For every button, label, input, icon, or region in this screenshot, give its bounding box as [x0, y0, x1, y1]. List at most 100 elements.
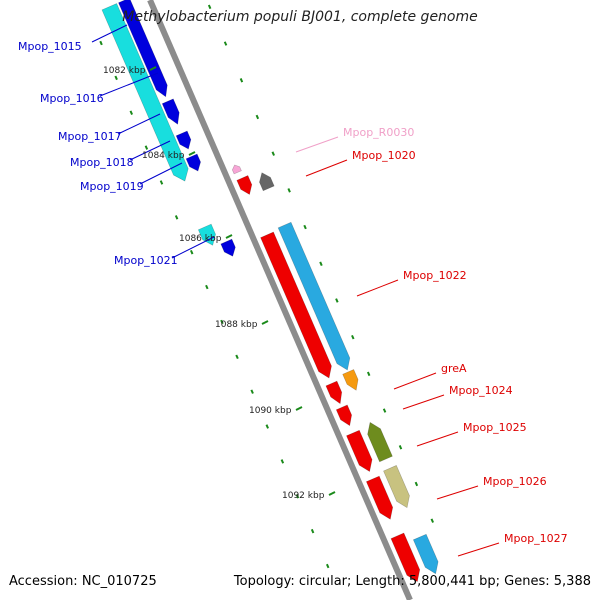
- gene-mpop-1016: [161, 98, 180, 125]
- gene-mpop-1018: [185, 153, 201, 172]
- accession-text: Accession: NC_010725: [9, 574, 157, 589]
- outer-tick-dot: [287, 188, 291, 193]
- scale-label: 1086 kbp: [179, 234, 222, 244]
- gene-label-mpop-1020: Mpop_1020: [352, 149, 416, 162]
- inner-tick-dot: [190, 249, 194, 255]
- leader-line: [416, 431, 459, 447]
- leader-line: [129, 140, 171, 161]
- leader-line: [295, 136, 339, 153]
- leader-line: [171, 236, 215, 259]
- scale-label: 1084 kbp: [142, 151, 185, 161]
- gene-mpop-1024-b: [335, 404, 352, 427]
- inner-tick-dot: [129, 110, 133, 115]
- scale-tick: [188, 151, 196, 156]
- scale-label: 1088 kbp: [215, 320, 258, 330]
- gene-labels: Mpop_1015 Mpop_1016 Mpop_1017 Mpop_1018 Mpop…: [18, 40, 568, 545]
- map-title: Methylobacterium populi BJ001, complete …: [122, 9, 478, 25]
- inner-tick-dot: [280, 459, 285, 464]
- outer-tick-dot: [430, 518, 435, 523]
- scale-label: 1092 kbp: [282, 491, 325, 501]
- inner-tick-dot: [235, 354, 239, 360]
- leader-line: [305, 159, 348, 177]
- gene-mpop-1027: [390, 532, 421, 583]
- gene-label-mpop-1027: Mpop_1027: [504, 532, 568, 545]
- tick-marks: [99, 4, 435, 569]
- gene-mpop-1019: [197, 223, 216, 246]
- label-leader-lines: [91, 24, 500, 557]
- scale-tick: [261, 320, 269, 325]
- leader-line: [91, 24, 128, 43]
- leader-line: [356, 279, 399, 297]
- inner-tick-dot: [310, 528, 315, 534]
- inner-tick-dot: [295, 494, 300, 499]
- leader-line: [99, 72, 159, 97]
- outer-tick-dot: [271, 151, 275, 156]
- inner-tick-dot: [159, 180, 164, 185]
- gene-mpop-1021: [220, 238, 236, 257]
- inner-tick-dot: [325, 563, 330, 569]
- gene-mpop-1027-b: [412, 533, 439, 575]
- gene-label-mpop-1017: Mpop_1017: [58, 130, 122, 143]
- inner-tick-dot: [99, 40, 103, 46]
- leader-line: [393, 372, 437, 390]
- gene-mpop-1015: [118, 0, 168, 98]
- outer-tick-dot: [398, 445, 403, 450]
- gene-cyan-band: [101, 3, 189, 182]
- scale-tick: [295, 406, 303, 411]
- leader-line: [436, 485, 479, 500]
- gene-mpop-1020: [236, 175, 253, 195]
- gene-label-mpop-1026: Mpop_1026: [483, 475, 547, 488]
- scale-tick: [149, 66, 157, 71]
- outer-tick-dot: [382, 408, 387, 413]
- gene-mpop-1022-b: [277, 221, 351, 371]
- leader-line: [402, 394, 445, 410]
- outer-tick-dot: [414, 481, 419, 487]
- inner-tick-dot: [250, 389, 254, 394]
- inner-tick-dot: [265, 424, 269, 429]
- leader-line: [457, 542, 500, 557]
- scale-label: 1082 kbp: [103, 66, 146, 76]
- outer-tick-dot: [303, 224, 307, 230]
- gene-features: [101, 0, 439, 583]
- gene-label-mpop-1019: Mpop_1019: [80, 180, 144, 193]
- outer-tick-dot: [319, 261, 323, 266]
- gene-label-mpop-1018: Mpop_1018: [70, 156, 134, 169]
- gene-label-mpop-1024: Mpop_1024: [449, 384, 513, 397]
- gene-mpop-1026-b: [383, 465, 410, 509]
- gene-mpop-1024: [342, 369, 359, 391]
- backbone-line: [147, 0, 413, 602]
- inner-tick-dot: [174, 215, 179, 220]
- inner-tick-dot: [114, 75, 118, 81]
- genome-backbone: [147, 0, 413, 602]
- gene-label-mpop-1016: Mpop_1016: [40, 92, 104, 105]
- gene-mpop-r0030: [232, 164, 242, 175]
- gene-grea: [325, 380, 343, 405]
- gene-mpop-1026: [365, 475, 394, 520]
- gene-label-mpop-1015: Mpop_1015: [18, 40, 82, 53]
- outer-tick-dot: [207, 4, 212, 10]
- scale-label: 1090 kbp: [249, 406, 292, 416]
- gene-label-mpop-1022: Mpop_1022: [403, 269, 467, 282]
- gene-mpop-1025-b: [367, 421, 393, 463]
- gene-mpop-1017: [175, 130, 192, 150]
- gene-label-grea: greA: [441, 362, 467, 375]
- gene-gray: [259, 172, 275, 192]
- topology-text: Topology: circular; Length: 5,800,441 bp…: [233, 574, 591, 589]
- inner-tick-dot: [205, 284, 209, 290]
- gene-mpop-1025: [346, 429, 373, 473]
- outer-tick-dot: [255, 114, 260, 120]
- outer-tick-dot: [335, 298, 339, 303]
- gene-label-mpop-1021: Mpop_1021: [114, 254, 178, 267]
- leader-line: [139, 162, 183, 185]
- scale-tick: [328, 491, 336, 496]
- gene-mpop-1022: [260, 231, 332, 379]
- gene-label-mpop-1025: Mpop_1025: [463, 421, 527, 434]
- inner-tick-dot: [220, 319, 224, 325]
- inner-tick-dot: [144, 145, 149, 150]
- outer-tick-dot: [239, 78, 244, 83]
- scale-labels: 1082 kbp 1084 kbp 1086 kbp 1088 kbp 1090 kbp…: [103, 66, 336, 501]
- outer-tick-dot: [223, 41, 228, 46]
- gene-label-mpop-r0030: Mpop_R0030: [343, 126, 414, 139]
